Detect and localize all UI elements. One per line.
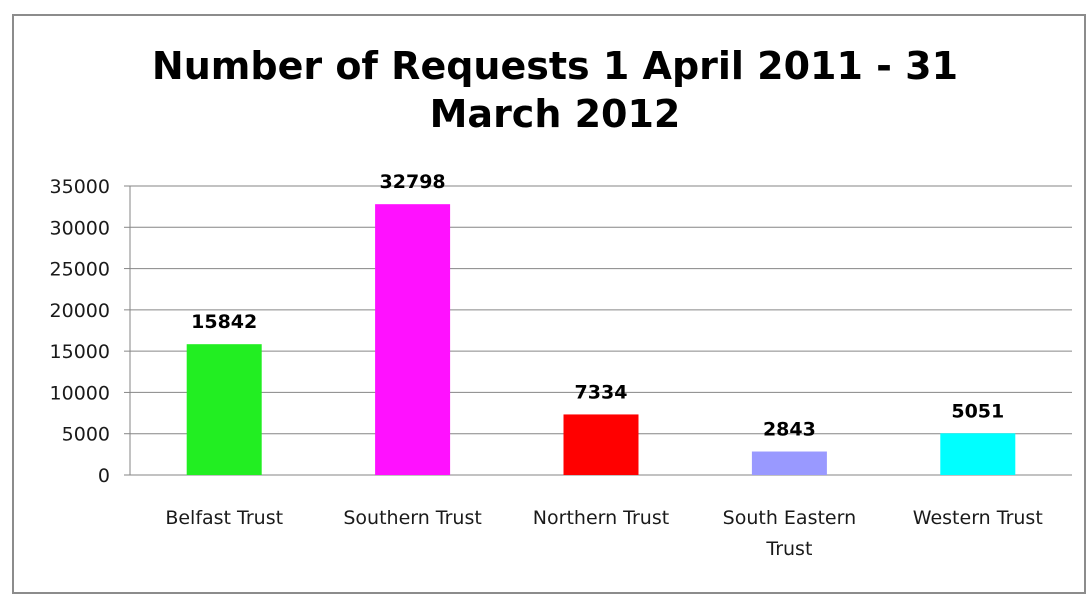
y-tick-label: 35000 bbox=[50, 176, 110, 198]
bar bbox=[940, 433, 1016, 475]
x-category-label: South Eastern bbox=[723, 507, 856, 529]
y-tick-label: 25000 bbox=[50, 259, 110, 281]
y-tick-label: 5000 bbox=[62, 424, 110, 446]
x-category-label: Northern Trust bbox=[533, 507, 669, 529]
x-category-label: Belfast Trust bbox=[165, 507, 283, 529]
y-tick-label: 0 bbox=[98, 465, 110, 487]
bar bbox=[751, 451, 827, 475]
x-category-label: Trust bbox=[765, 538, 812, 560]
x-category-label: Southern Trust bbox=[343, 507, 481, 529]
y-tick-label: 20000 bbox=[50, 300, 110, 322]
data-label: 15842 bbox=[191, 311, 257, 333]
data-label: 5051 bbox=[951, 400, 1004, 422]
chart-title-line-2: March 2012 bbox=[429, 92, 681, 136]
chart-title: Number of Requests 1 April 2011 - 31 Mar… bbox=[0, 42, 1088, 138]
y-tick-label: 30000 bbox=[50, 217, 110, 239]
x-category-label: Western Trust bbox=[913, 507, 1043, 529]
bar bbox=[563, 414, 639, 475]
y-tick-label: 15000 bbox=[50, 341, 110, 363]
data-label: 2843 bbox=[763, 419, 816, 441]
data-label: 32798 bbox=[380, 171, 446, 193]
chart-title-line-1: Number of Requests 1 April 2011 - 31 bbox=[151, 44, 959, 88]
data-label: 7334 bbox=[575, 381, 628, 403]
bar bbox=[375, 204, 451, 475]
bar bbox=[186, 344, 262, 475]
chart-frame bbox=[12, 14, 1086, 594]
y-tick-label: 10000 bbox=[50, 382, 110, 404]
